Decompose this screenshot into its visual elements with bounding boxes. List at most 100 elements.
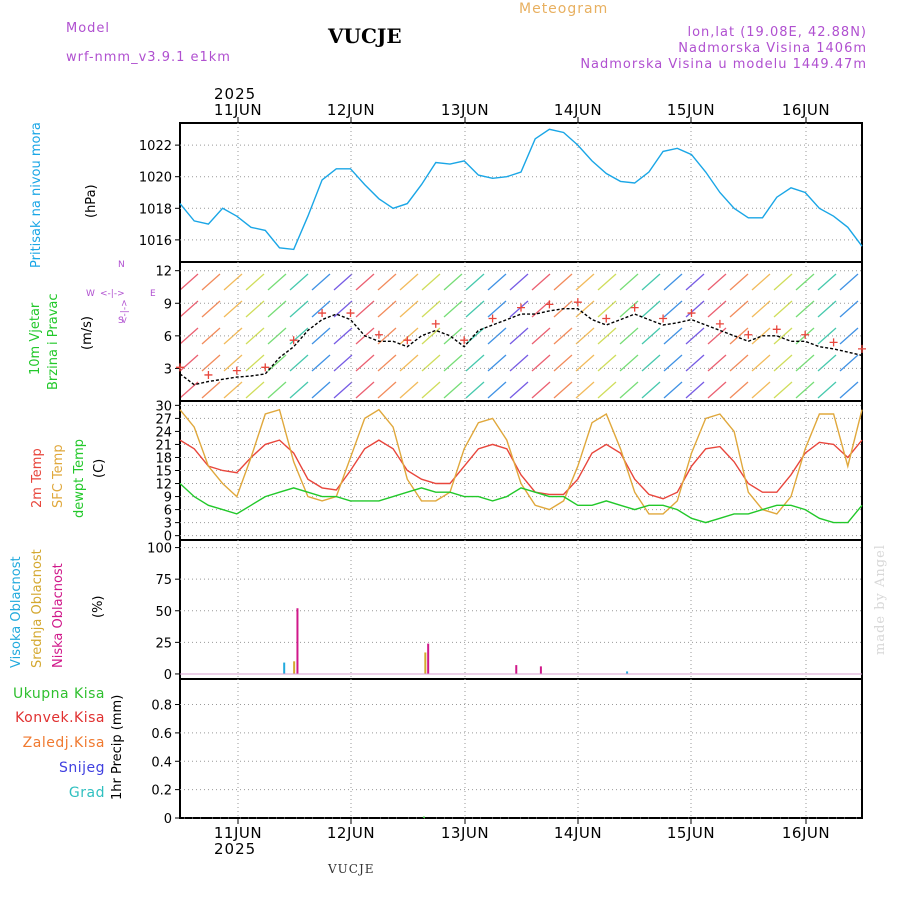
compass-w: W bbox=[86, 289, 95, 299]
wind-ytick-label: 6 bbox=[164, 330, 172, 345]
wind-barb bbox=[751, 354, 771, 372]
bottom-day-label: 14JUN bbox=[554, 824, 602, 842]
wind-barb bbox=[553, 273, 573, 291]
wind-barb bbox=[311, 354, 331, 372]
wind-gust-marker bbox=[318, 309, 327, 318]
top-day-label: 16JUN bbox=[782, 101, 830, 119]
wind-barb bbox=[663, 354, 683, 372]
product-title: Meteogram bbox=[519, 1, 609, 17]
wind-barb bbox=[399, 300, 419, 318]
wind-barb bbox=[773, 327, 793, 345]
wind-barb bbox=[707, 354, 727, 372]
wind-gust-marker bbox=[403, 336, 412, 345]
precip-ytick-label: 0.6 bbox=[151, 727, 172, 742]
cloud-ytick-label: 100 bbox=[147, 542, 172, 557]
top-year-label: 2025 bbox=[214, 85, 256, 103]
wind-series-line bbox=[179, 308, 863, 386]
wind-barb bbox=[355, 300, 375, 318]
wind-barb bbox=[509, 381, 529, 399]
temp-series-line bbox=[179, 408, 863, 515]
wind-barb bbox=[685, 381, 705, 399]
wind-barb bbox=[267, 300, 287, 318]
temp-ytick-label: 15 bbox=[155, 465, 172, 480]
wind-barb bbox=[487, 354, 507, 372]
wind-barb bbox=[685, 273, 705, 291]
wind-barb bbox=[443, 300, 463, 318]
wind-barb bbox=[179, 381, 199, 399]
wind-barb bbox=[641, 381, 661, 399]
cloud-ytick-label: 50 bbox=[155, 605, 172, 620]
bottom-day-label: 12JUN bbox=[327, 824, 375, 842]
wind-barb bbox=[509, 327, 529, 345]
wind-barb bbox=[729, 381, 749, 399]
top-day-label: 13JUN bbox=[441, 101, 489, 119]
wind-barb bbox=[597, 273, 617, 291]
bottom-day-label: 15JUN bbox=[667, 824, 715, 842]
wind-barb bbox=[509, 273, 529, 291]
wind-barb bbox=[421, 327, 441, 345]
temp-ytick-label: 24 bbox=[155, 425, 172, 440]
wind-gust-marker bbox=[488, 314, 497, 323]
wind-barb bbox=[839, 354, 859, 372]
wind-barb bbox=[223, 354, 243, 372]
wind-barb bbox=[399, 354, 419, 372]
wind-barb bbox=[421, 381, 441, 399]
wind-barb bbox=[355, 354, 375, 372]
temp-ytick-label: 9 bbox=[164, 491, 172, 506]
temp-ytick-label: 30 bbox=[155, 399, 172, 414]
wind-barb bbox=[575, 381, 595, 399]
wind-barb bbox=[333, 381, 353, 399]
wind-barb bbox=[751, 300, 771, 318]
wind-barb bbox=[795, 381, 815, 399]
wind-barb bbox=[685, 327, 705, 345]
temp-ytick-label: 12 bbox=[155, 478, 172, 493]
wind-barb bbox=[773, 381, 793, 399]
wind-barb bbox=[179, 273, 199, 291]
elevation-label: Nadmorska Visina 1406m bbox=[678, 41, 867, 56]
wind-barb bbox=[751, 273, 771, 291]
bottom-day-label: 16JUN bbox=[782, 824, 830, 842]
wind-ytick-label: 12 bbox=[155, 265, 172, 280]
wind-barb bbox=[465, 381, 485, 399]
pressure-ytick-label: 1018 bbox=[139, 202, 172, 217]
wind-compass: W <-|-> E <-|-> N S bbox=[86, 260, 162, 328]
wind-barb bbox=[289, 327, 309, 345]
wind-barb bbox=[839, 273, 859, 291]
wind-gust-marker bbox=[204, 370, 213, 379]
model-name: wrf-nmm_v3.9.1 e1km bbox=[66, 50, 231, 65]
cloud-ytick-label: 75 bbox=[155, 573, 172, 588]
wind-barb bbox=[223, 381, 243, 399]
footer-station: VUCJE bbox=[328, 862, 375, 876]
wind-barb bbox=[575, 300, 595, 318]
wind-barb bbox=[443, 354, 463, 372]
wind-barb bbox=[663, 381, 683, 399]
wind-gust-marker bbox=[659, 314, 668, 323]
wind-barb bbox=[245, 381, 265, 399]
coords-label: lon,lat (19.08E, 42.88N) bbox=[687, 25, 867, 40]
station-title: VUCJE bbox=[328, 24, 402, 48]
temp-ytick-label: 3 bbox=[164, 517, 172, 532]
wind-gust-marker bbox=[261, 363, 270, 372]
precip-label-frz: Zaledj.Kisa bbox=[22, 735, 105, 751]
pressure-frame bbox=[179, 122, 863, 263]
wind-barb bbox=[201, 327, 221, 345]
wind-barb bbox=[817, 273, 837, 291]
wind-barb bbox=[729, 327, 749, 345]
wind-barb bbox=[487, 300, 507, 318]
temp-ytick-label: 27 bbox=[155, 412, 172, 427]
precip-label-hail: Grad bbox=[68, 785, 105, 801]
wind-barb bbox=[443, 381, 463, 399]
pressure-ytick-label: 1016 bbox=[139, 234, 172, 249]
compass-we-arrow: <-|-> bbox=[100, 289, 125, 299]
wind-gust-marker bbox=[602, 314, 611, 323]
wind-barb bbox=[465, 273, 485, 291]
wind-barb bbox=[839, 300, 859, 318]
bottom-year-label: 2025 bbox=[214, 840, 256, 858]
wind-barb bbox=[707, 381, 727, 399]
wind-barb bbox=[201, 273, 221, 291]
temp-ytick-label: 0 bbox=[164, 530, 172, 545]
temp-series-line bbox=[179, 439, 863, 500]
wind-gust-marker bbox=[829, 338, 838, 347]
